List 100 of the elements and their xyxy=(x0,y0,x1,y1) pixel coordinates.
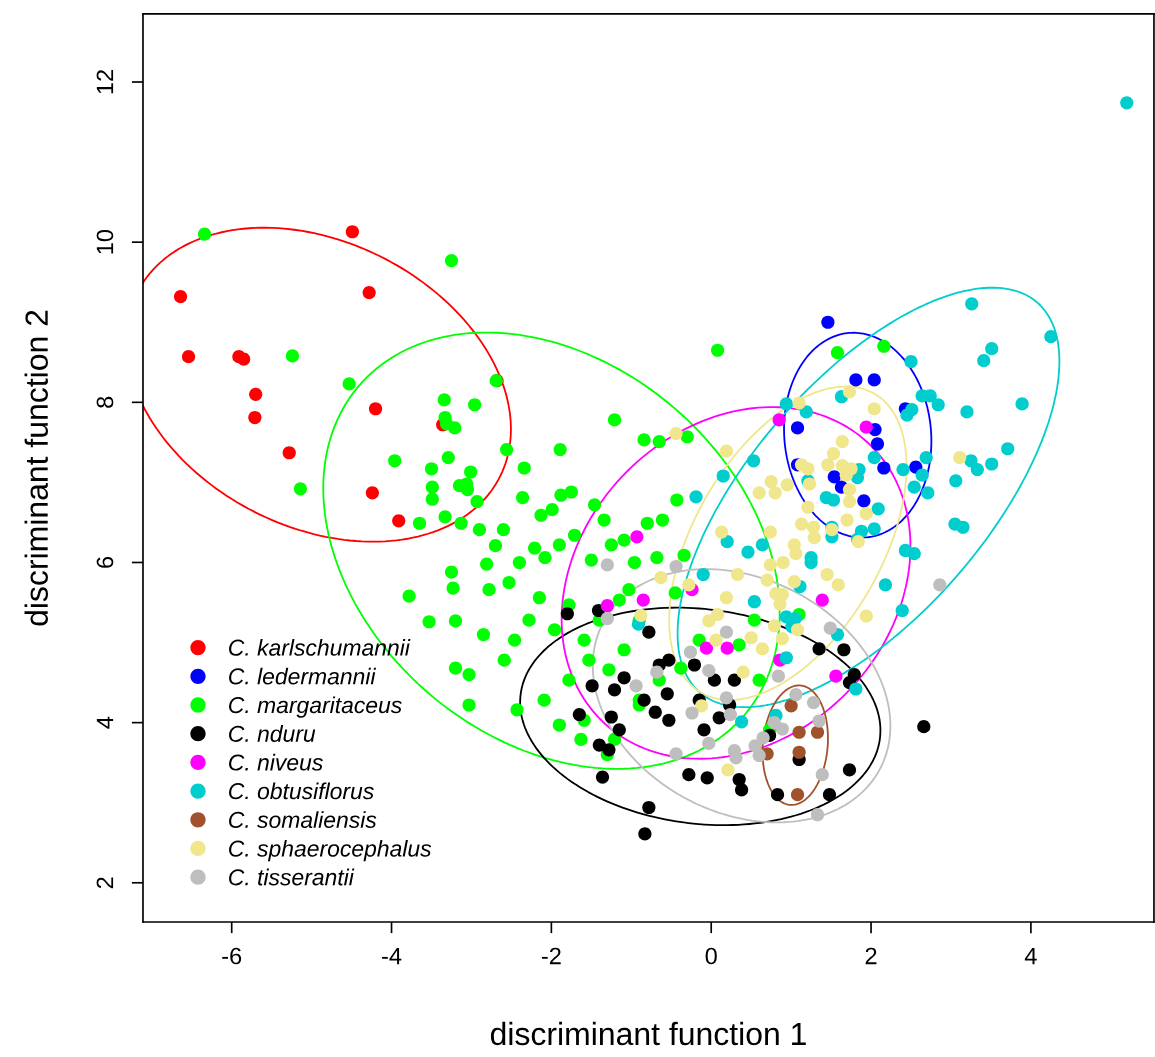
point xyxy=(719,444,733,458)
point xyxy=(812,714,826,728)
point xyxy=(877,461,891,475)
point xyxy=(859,420,873,434)
point xyxy=(953,450,967,465)
point xyxy=(835,434,849,449)
point xyxy=(362,286,376,300)
point xyxy=(642,625,656,639)
point xyxy=(729,751,743,765)
point xyxy=(634,608,648,622)
point xyxy=(764,475,778,489)
point xyxy=(719,591,733,605)
point xyxy=(794,517,809,531)
point xyxy=(770,788,785,802)
point xyxy=(827,470,841,484)
point xyxy=(826,446,841,461)
x-axis-title: discriminant function 1 xyxy=(490,1021,806,1046)
point xyxy=(801,500,815,514)
point xyxy=(697,723,711,737)
point xyxy=(719,691,733,705)
point xyxy=(849,373,863,387)
point xyxy=(699,641,714,655)
point xyxy=(775,631,789,646)
point xyxy=(787,575,801,589)
point xyxy=(840,513,854,527)
point xyxy=(660,687,674,701)
point xyxy=(709,633,723,647)
y-tick-label: 10 xyxy=(96,229,114,254)
y-tick-label: 6 xyxy=(96,556,114,568)
point xyxy=(727,673,741,687)
point xyxy=(173,290,188,304)
point xyxy=(600,599,614,613)
point xyxy=(792,396,806,410)
point xyxy=(837,643,851,657)
y-tick-label: 12 xyxy=(96,70,114,94)
point xyxy=(715,525,729,539)
point xyxy=(650,665,664,679)
x-tick-label: 2 xyxy=(865,947,877,965)
point xyxy=(821,315,835,329)
point xyxy=(365,486,379,500)
legend-label: C. margaritaceus xyxy=(229,696,402,718)
point xyxy=(767,619,781,633)
point xyxy=(669,559,683,574)
point xyxy=(683,645,698,659)
point xyxy=(870,437,885,451)
point xyxy=(842,495,857,509)
y-tick-label: 4 xyxy=(96,716,114,729)
point xyxy=(823,621,837,635)
legend-label: C. sphaerocephalus xyxy=(229,839,432,862)
point xyxy=(792,745,806,759)
point xyxy=(822,788,837,802)
x-tick-label: -6 xyxy=(222,947,242,965)
point xyxy=(867,373,881,387)
point xyxy=(810,725,825,739)
point xyxy=(648,705,662,719)
point xyxy=(712,711,726,725)
point xyxy=(700,771,714,785)
legend-label: C. obtusiflorus xyxy=(229,782,374,800)
point xyxy=(600,558,614,572)
point xyxy=(859,507,873,521)
legend-label: C. nduru xyxy=(229,725,316,742)
point xyxy=(711,607,725,622)
point xyxy=(719,625,733,639)
point xyxy=(752,486,766,500)
point xyxy=(702,736,716,751)
point xyxy=(630,530,644,544)
legend-label: C. tisserantii xyxy=(229,868,355,886)
point xyxy=(249,387,263,401)
point xyxy=(806,696,821,710)
point xyxy=(595,770,610,784)
point xyxy=(789,547,803,561)
point xyxy=(780,478,794,492)
point xyxy=(917,720,931,734)
point xyxy=(669,426,683,441)
point xyxy=(669,747,683,761)
point xyxy=(763,558,777,572)
point xyxy=(721,763,735,777)
point xyxy=(702,663,716,678)
point xyxy=(682,578,696,592)
point xyxy=(790,623,805,637)
point xyxy=(815,768,829,782)
point xyxy=(654,571,668,585)
point xyxy=(612,723,626,737)
point xyxy=(821,458,835,472)
point xyxy=(604,710,618,724)
point xyxy=(812,642,826,656)
point xyxy=(736,665,750,679)
point xyxy=(847,667,861,682)
point xyxy=(723,708,737,722)
x-tick-label: -4 xyxy=(382,947,402,965)
point xyxy=(636,593,650,607)
point xyxy=(585,679,599,693)
point xyxy=(842,483,857,497)
point xyxy=(801,462,815,476)
point xyxy=(842,763,857,777)
point xyxy=(720,641,734,655)
point xyxy=(755,642,769,656)
point xyxy=(685,706,699,720)
point xyxy=(560,607,574,621)
point xyxy=(237,352,251,366)
